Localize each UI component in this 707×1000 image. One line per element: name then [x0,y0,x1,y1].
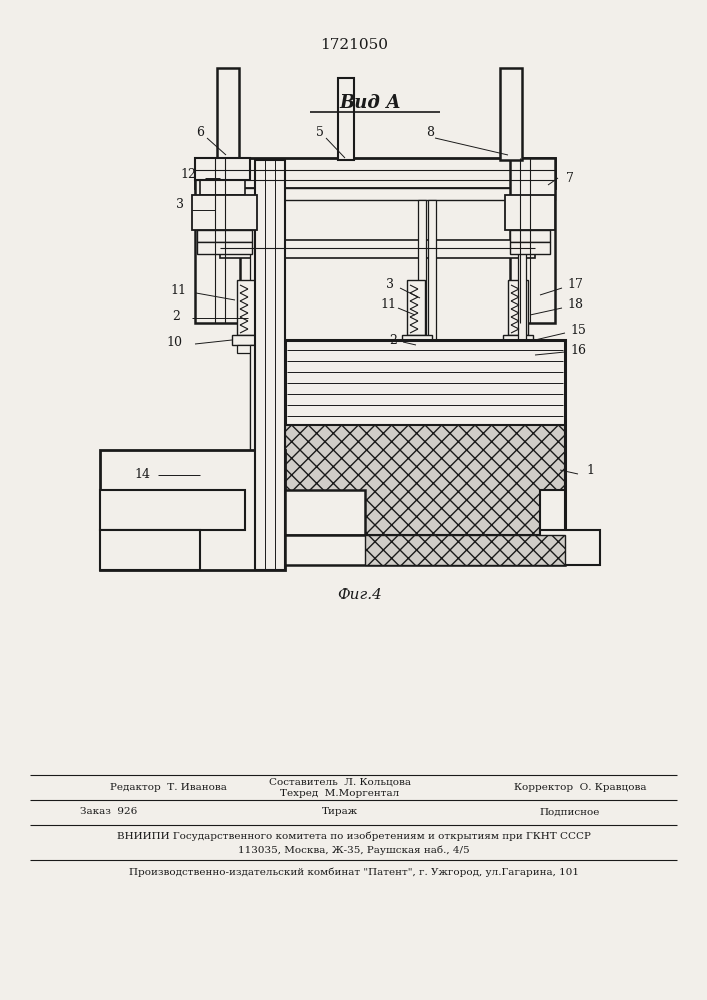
Bar [285,535,565,565]
Text: 5: 5 [316,126,324,139]
Text: 10: 10 [166,336,182,349]
Text: 15: 15 [570,324,586,336]
Bar [518,200,526,470]
Bar [508,280,528,335]
Bar [250,345,260,500]
Bar [237,345,257,353]
Bar [195,158,250,180]
Text: ВНИИПИ Государственного комитета по изобретениям и открытиям при ГКНТ СССР: ВНИИПИ Государственного комитета по изоб… [117,831,591,841]
Text: Вид А: Вид А [339,94,401,112]
Bar [365,535,565,565]
Bar [338,78,354,160]
Text: Фиг.4: Фиг.4 [337,588,382,602]
Text: 14: 14 [134,468,150,482]
Bar [407,345,427,353]
Text: 17: 17 [567,278,583,292]
Bar [508,345,528,353]
Bar [250,200,258,470]
Bar [197,230,252,242]
Text: Редактор  Т. Иванова: Редактор Т. Иванова [110,782,227,792]
Text: 11: 11 [170,284,186,296]
Bar [255,160,285,570]
Bar [510,242,550,254]
Text: 16: 16 [570,344,586,357]
Text: Заказ  926: Заказ 926 [80,808,137,816]
Bar [510,158,555,323]
Text: 1: 1 [586,464,594,477]
Text: 2: 2 [389,334,397,347]
Text: 7: 7 [566,172,574,184]
Bar [220,240,535,258]
Text: 1721050: 1721050 [320,38,388,52]
Bar [402,335,432,345]
Text: 3: 3 [176,198,184,212]
Text: 2: 2 [172,310,180,322]
Text: Корректор  О. Кравцова: Корректор О. Кравцова [514,782,646,792]
Bar [192,195,257,230]
Text: 113035, Москва, Ж-35, Раушская наб., 4/5: 113035, Москва, Ж-35, Раушская наб., 4/5 [238,845,470,855]
Bar [100,490,245,530]
Bar [407,280,425,335]
Bar [195,158,240,323]
Bar [540,530,600,565]
Bar [237,280,255,335]
Text: 18: 18 [567,298,583,312]
Text: 3: 3 [386,278,394,292]
Bar [418,345,428,500]
Bar [428,200,436,470]
Bar [195,158,555,188]
Bar [285,425,565,535]
Bar [260,200,268,470]
Bar [200,180,245,195]
Text: Составитель  Л. Кольцова: Составитель Л. Кольцова [269,778,411,786]
Text: Тираж: Тираж [322,808,358,816]
Text: Техред  М.Моргентал: Техред М.Моргентал [281,788,399,798]
Text: 11: 11 [380,298,396,312]
Bar [418,200,426,470]
Text: Подписное: Подписное [540,808,600,816]
Bar [195,188,555,200]
Text: 12: 12 [180,168,196,182]
Bar [100,450,285,570]
Bar [510,230,550,242]
Bar [197,242,252,254]
Bar [285,340,565,535]
Bar [505,195,555,230]
Bar [540,490,565,565]
Bar [503,335,533,345]
Text: 6: 6 [196,126,204,139]
Bar [232,335,262,345]
Bar [100,530,200,570]
Text: Производственно-издательский комбинат "Патент", г. Ужгород, ул.Гагарина, 101: Производственно-издательский комбинат "П… [129,867,579,877]
Text: 8: 8 [426,126,434,139]
Bar [285,490,365,535]
Bar [500,68,522,160]
Bar [217,68,239,160]
